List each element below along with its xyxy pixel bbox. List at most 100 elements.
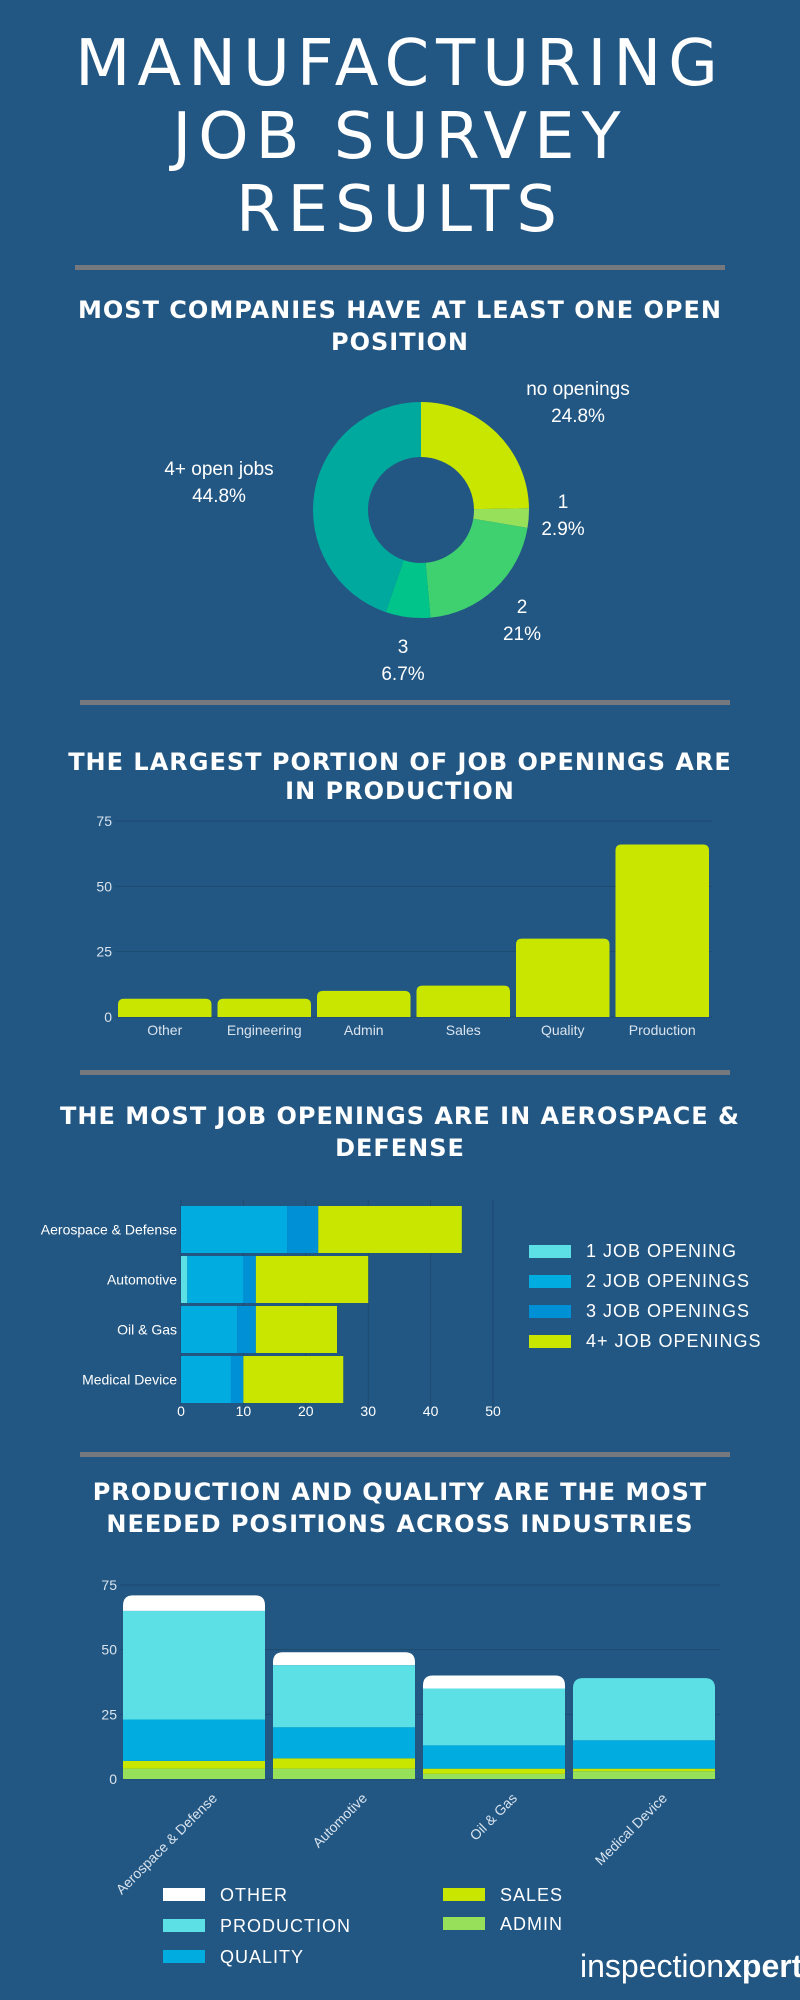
stacked-bar-segment xyxy=(243,1256,256,1303)
divider xyxy=(80,1070,730,1075)
title-line: JOB SURVEY xyxy=(172,100,628,174)
legend-swatch xyxy=(529,1335,571,1348)
donut-slice xyxy=(473,508,529,528)
y-tick-label: 75 xyxy=(101,1577,117,1593)
legend-label: PRODUCTION xyxy=(220,1916,351,1936)
y-tick-label: 0 xyxy=(109,1771,117,1787)
legend-swatch xyxy=(529,1305,571,1318)
x-tick-label: Production xyxy=(629,1022,696,1038)
stacked-bar-segment xyxy=(318,1206,462,1253)
donut-slice xyxy=(421,402,529,510)
brand-logo: inspectionxpert xyxy=(580,1948,800,1985)
legend-label: SALES xyxy=(500,1885,563,1905)
donut-slice xyxy=(313,402,421,613)
stacked-bar-segment xyxy=(187,1256,244,1303)
legend-swatch xyxy=(163,1888,205,1901)
divider xyxy=(75,265,725,270)
stacked-bar-segment xyxy=(181,1206,288,1253)
stacked-bar-segment xyxy=(255,1306,337,1353)
industry-stacked-bar-chart: 0 10 20 30 40 50 Aerospace & Defense Automotive… xyxy=(41,1200,762,1419)
legend-label: ADMIN xyxy=(500,1914,563,1934)
stacked-bar-segment xyxy=(573,1771,715,1779)
x-tick-label: Automotive xyxy=(309,1790,370,1851)
logo-text: inspection xyxy=(580,1948,725,1984)
donut-slice xyxy=(385,560,431,618)
stacked-bar-segment xyxy=(273,1665,415,1728)
slice-label: 1 xyxy=(558,492,569,513)
y-tick-label: Aerospace & Defense xyxy=(41,1222,177,1238)
stacked-bar-segment xyxy=(181,1356,231,1403)
y-tick-label: 0 xyxy=(104,1009,112,1025)
x-tick-label: Sales xyxy=(446,1022,481,1038)
page-title: MANUFACTURING JOB SURVEY RESULTS xyxy=(0,28,800,247)
x-tick-label: 0 xyxy=(177,1403,185,1419)
y-tick-label: 25 xyxy=(96,944,112,960)
slice-value-label: 24.8% xyxy=(551,406,605,427)
slice-value-label: 21% xyxy=(503,624,541,645)
y-tick-label: 25 xyxy=(101,1706,117,1722)
stacked-bar-segment xyxy=(273,1758,415,1769)
stacked-bar-segment xyxy=(255,1256,369,1303)
stacked-bar-segment xyxy=(573,1740,715,1769)
y-tick-label: Automotive xyxy=(107,1272,177,1288)
stacked-bar-segment xyxy=(287,1206,319,1253)
bar xyxy=(118,998,212,1017)
stacked-bar-segment xyxy=(237,1306,256,1353)
stacked-bar-segment xyxy=(123,1610,265,1720)
legend-label: QUALITY xyxy=(220,1947,304,1967)
x-tick-label: Aerospace & Defense xyxy=(112,1790,220,1898)
stacked-bar-segment xyxy=(243,1356,344,1403)
donut-slice xyxy=(425,518,528,618)
y-tick-label: 50 xyxy=(101,1642,117,1658)
legend-swatch xyxy=(163,1919,205,1932)
y-tick-label: Medical Device xyxy=(82,1372,177,1388)
stacked-bar-segment xyxy=(423,1745,565,1769)
y-tick-label: Oil & Gas xyxy=(117,1322,177,1338)
stacked-bar-segment xyxy=(123,1760,265,1769)
legend-label: OTHER xyxy=(220,1885,288,1905)
y-tick-label: 50 xyxy=(96,878,112,894)
legend-swatch xyxy=(443,1917,485,1930)
bar xyxy=(217,998,311,1017)
legend-label: 1 JOB OPENING xyxy=(586,1241,737,1261)
bar xyxy=(416,985,510,1017)
divider xyxy=(80,700,730,705)
x-tick-label: Medical Device xyxy=(592,1790,671,1869)
x-tick-label: 40 xyxy=(423,1403,439,1419)
stacked-bar-segment xyxy=(123,1719,265,1761)
x-tick-label: 20 xyxy=(298,1403,314,1419)
stacked-bar-segment xyxy=(423,1768,565,1774)
legend-swatch xyxy=(163,1950,205,1963)
title-line: MANUFACTURING xyxy=(75,27,725,101)
slice-label: 4+ open jobs xyxy=(164,459,273,480)
stacked-bar-segment xyxy=(423,1688,565,1746)
stacked-bar-segment xyxy=(123,1768,265,1779)
legend-label: 3 JOB OPENINGS xyxy=(586,1301,750,1321)
legend-label: 4+ JOB OPENINGS xyxy=(586,1331,762,1351)
y-tick-label: 75 xyxy=(96,813,112,829)
section-heading-positions: PRODUCTION AND QUALITY ARE THE MOST NEED… xyxy=(92,1478,708,1538)
x-tick-label: Admin xyxy=(344,1022,384,1038)
legend-swatch xyxy=(529,1245,571,1258)
x-tick-label: 30 xyxy=(360,1403,376,1419)
logo-text: xpert xyxy=(724,1948,800,1984)
x-tick-label: Oil & Gas xyxy=(466,1790,520,1844)
stacked-bar-segment xyxy=(423,1675,565,1689)
stacked-bar-segment xyxy=(230,1356,244,1403)
x-tick-label: Engineering xyxy=(227,1022,302,1038)
x-tick-label: 50 xyxy=(485,1403,501,1419)
legend-label: 2 JOB OPENINGS xyxy=(586,1271,750,1291)
donut-chart: no openings 24.8% 1 2.9% 2 21% 3 6.7% 4+ open jo… xyxy=(164,379,629,685)
role-bar-chart: 0 25 50 75 Other Engineering Admin Sales Quality… xyxy=(96,813,712,1038)
slice-label: 3 xyxy=(398,637,409,658)
bar xyxy=(317,990,411,1017)
section-heading-openings: MOST COMPANIES HAVE AT LEAST ONE OPEN PO… xyxy=(78,296,722,356)
stacked-bar-segment xyxy=(181,1306,238,1353)
slice-value-label: 44.8% xyxy=(192,486,246,507)
stacked-bar-segment xyxy=(273,1652,415,1666)
legend-swatch xyxy=(529,1275,571,1288)
slice-label: 2 xyxy=(517,597,528,618)
section-heading-roles: THE LARGEST PORTION OF JOB OPENINGS ARE … xyxy=(68,748,732,805)
x-tick-label: 10 xyxy=(236,1403,252,1419)
stacked-bar-segment xyxy=(573,1768,715,1772)
